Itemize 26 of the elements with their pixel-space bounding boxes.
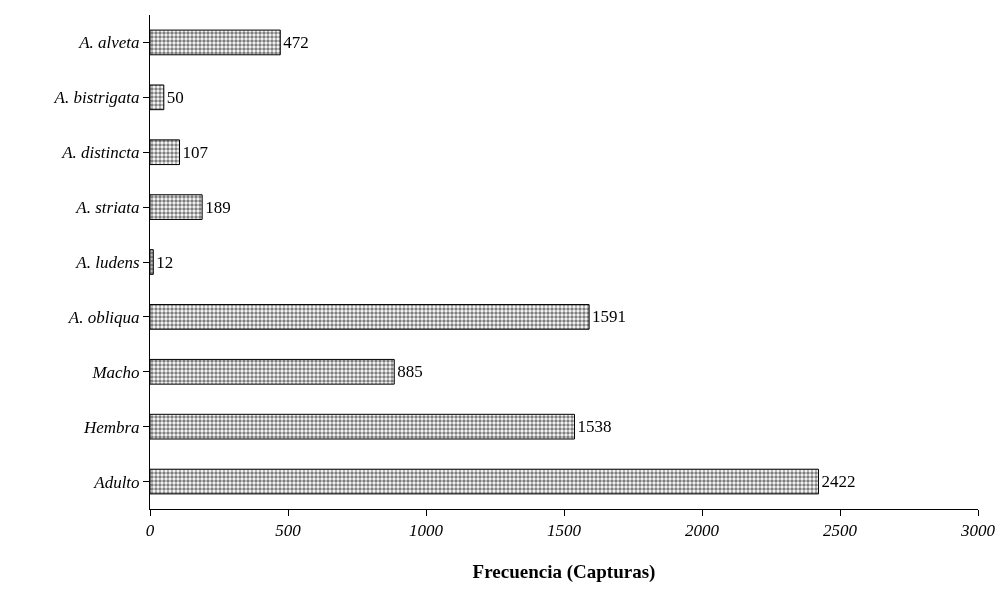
data-label: 12 <box>156 252 174 272</box>
data-label: 472 <box>283 32 309 52</box>
y-tick-label: Macho <box>91 362 140 382</box>
data-label: 2422 <box>821 472 856 492</box>
y-tick-label: Adulto <box>93 472 140 492</box>
y-tick-label: Hembra <box>82 417 140 437</box>
data-label: 189 <box>205 197 231 217</box>
y-tick-label: A. alveta <box>78 33 140 53</box>
data-label: 885 <box>397 362 423 382</box>
y-tick-label: A. distincta <box>61 143 140 163</box>
y-tick-label: A. bistrigata <box>53 88 140 108</box>
y-tick-label: A. striata <box>75 198 140 218</box>
x-tick-label: 3000 <box>960 521 996 541</box>
x-tick-label: 2500 <box>823 521 858 541</box>
data-label: 1591 <box>592 307 627 327</box>
x-tick-label: 500 <box>275 521 302 541</box>
x-tick-label: 0 <box>145 521 155 541</box>
data-label: 107 <box>182 142 209 162</box>
x-tick-label: 1000 <box>409 521 444 541</box>
y-tick-label: A. obliqua <box>67 307 140 327</box>
x-tick-label: 1500 <box>547 521 582 541</box>
x-axis-title: Frecuencia (Capturas) <box>472 561 656 584</box>
data-label: 1538 <box>577 417 612 437</box>
y-tick-label: A. ludens <box>75 252 140 272</box>
data-label: 50 <box>166 87 184 107</box>
x-tick-label: 2000 <box>685 521 720 541</box>
